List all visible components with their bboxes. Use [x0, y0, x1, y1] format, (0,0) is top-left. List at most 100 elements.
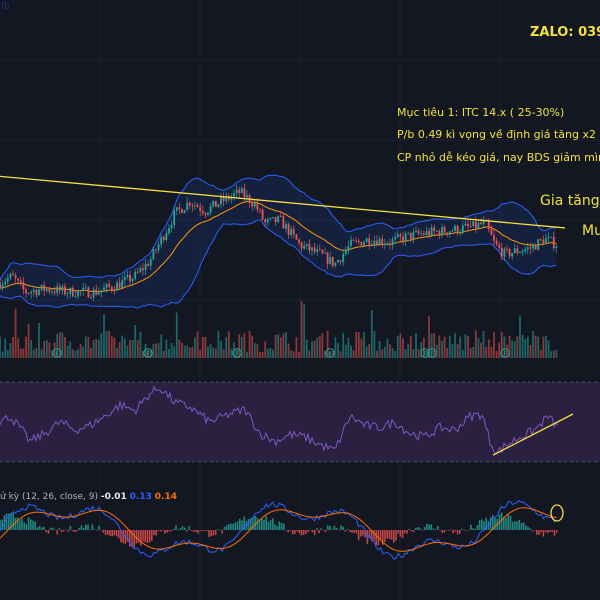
- candle-body: [347, 245, 350, 251]
- macd-histogram-bar: [256, 517, 259, 530]
- volume-bar: [113, 337, 116, 358]
- candle-body: [233, 193, 235, 197]
- macd-histogram-bar: [47, 530, 50, 534]
- macd-histogram-bar: [85, 524, 87, 530]
- volume-bar: [313, 340, 316, 358]
- volume-bar: [485, 346, 488, 358]
- volume-bar: [357, 332, 360, 358]
- macd-histogram-bar: [38, 525, 41, 530]
- candle-body: [337, 260, 339, 263]
- candle-body: [521, 251, 524, 253]
- candle-body: [246, 195, 248, 198]
- macd-histogram-bar: [89, 529, 91, 531]
- candle-body: [433, 227, 436, 232]
- candle-body: [147, 263, 150, 266]
- volume-bar: [123, 338, 126, 358]
- volume-bar: [329, 351, 332, 358]
- volume-bar: [235, 348, 238, 358]
- volume-bar: [316, 337, 319, 358]
- volume-bar: [178, 339, 181, 358]
- candle-body: [417, 230, 420, 234]
- candle-body: [339, 260, 342, 262]
- candle-body: [61, 286, 64, 291]
- volume-bar: [339, 351, 342, 358]
- candle-body: [326, 252, 329, 264]
- volume-bar: [209, 343, 212, 358]
- macd-histogram-bar: [296, 530, 298, 532]
- macd-histogram-bar: [305, 530, 307, 535]
- macd-histogram-bar: [388, 530, 391, 539]
- volume-bar: [373, 330, 376, 358]
- volume-bar: [311, 341, 313, 358]
- volume-bar: [240, 337, 243, 358]
- candle-body: [97, 292, 100, 295]
- macd-histogram-bar: [41, 527, 43, 530]
- volume-bar: [183, 345, 186, 358]
- volume-bar: [326, 330, 329, 358]
- volume-bar: [524, 338, 527, 358]
- volume-bar: [459, 336, 462, 358]
- dividend-marker-label: F: [503, 351, 507, 358]
- volume-bar: [199, 349, 202, 358]
- bollinger-lower-band: [0, 219, 557, 309]
- dividend-marker-icon: [325, 348, 335, 358]
- volume-bar: [451, 343, 454, 358]
- volume-bar: [186, 345, 189, 358]
- candle-body: [194, 205, 196, 207]
- volume-bar: [139, 331, 142, 358]
- volume-bar: [51, 350, 53, 358]
- candle-body: [162, 236, 165, 241]
- macd-histogram-bar: [49, 527, 52, 530]
- candle-body: [256, 202, 259, 210]
- macd-histogram-bar: [272, 518, 274, 530]
- candle-body: [500, 247, 503, 257]
- macd-histogram-bar: [423, 527, 426, 530]
- candle-body: [45, 288, 48, 291]
- macd-histogram-bar: [533, 530, 536, 531]
- macd-histogram-bar: [401, 530, 404, 539]
- volume-bar: [417, 349, 420, 358]
- macd-histogram-bar: [206, 530, 208, 531]
- macd-histogram-bar: [65, 529, 67, 531]
- candle-body: [264, 219, 267, 223]
- candle-body: [552, 236, 555, 249]
- candle-body: [368, 238, 371, 245]
- candle-body: [285, 224, 287, 229]
- volume-bar: [196, 331, 199, 358]
- volume-bar: [144, 344, 147, 358]
- volume-bar: [204, 336, 207, 358]
- volume-bar: [230, 348, 233, 358]
- macd-histogram-bar: [375, 530, 377, 546]
- macd-histogram-bar: [166, 530, 168, 533]
- candle-body: [92, 289, 95, 298]
- candle-body: [108, 283, 111, 287]
- candle-body: [27, 293, 30, 295]
- macd-histogram-bar: [489, 517, 492, 530]
- macd-histogram-bar: [437, 525, 439, 530]
- macd-histogram-bar: [184, 527, 186, 530]
- candle-body: [235, 189, 238, 194]
- macd-histogram-bar: [386, 530, 388, 539]
- macd-histogram-bar: [236, 521, 239, 530]
- candle-body: [12, 273, 14, 276]
- candle-body: [25, 289, 27, 294]
- macd-histogram-bar: [32, 520, 34, 530]
- candle-body: [38, 289, 40, 296]
- candle-body: [77, 290, 79, 297]
- candle-body: [443, 227, 446, 233]
- volume-bar: [272, 349, 274, 358]
- macd-histogram-bar: [5, 513, 8, 530]
- volume-bar: [508, 335, 511, 358]
- candle-body: [360, 241, 363, 246]
- candle-body: [199, 207, 202, 211]
- candle-body: [69, 287, 72, 294]
- macd-histogram-bar: [69, 525, 72, 530]
- candle-body: [139, 268, 142, 273]
- candle-body: [188, 202, 191, 206]
- volume-bar: [321, 333, 324, 358]
- macd-legend-prefix: ử kỳ (12, 26, close, 9): [0, 492, 98, 502]
- macd-histogram-bar: [43, 526, 45, 530]
- candle-body: [305, 243, 308, 246]
- macd-histogram-bar: [54, 529, 56, 531]
